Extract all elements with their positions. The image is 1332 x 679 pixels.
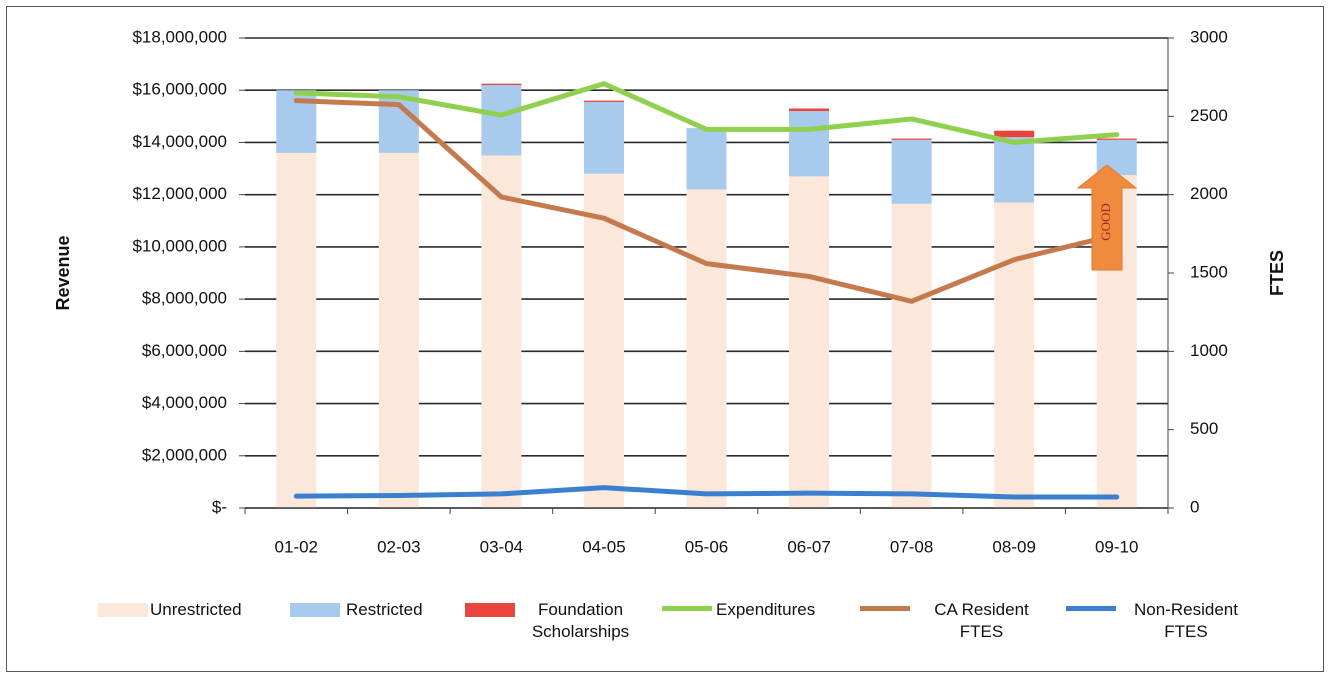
bar-segment bbox=[583, 100, 624, 102]
legend-label: Unrestricted bbox=[150, 600, 242, 619]
chart-frame bbox=[6, 6, 1324, 672]
legend-swatch bbox=[465, 603, 515, 617]
x-tick-label: 03-04 bbox=[480, 537, 523, 556]
bar-segment bbox=[481, 83, 522, 85]
annotation-text: GOOD bbox=[1098, 203, 1113, 241]
y2-tick-label: 1500 bbox=[1190, 262, 1228, 281]
legend-label: Foundation Scholarships bbox=[531, 600, 630, 641]
bar-segment bbox=[789, 108, 830, 112]
line-series bbox=[293, 81, 1120, 145]
bar-segment bbox=[891, 203, 932, 509]
bar-segment bbox=[994, 130, 1035, 138]
legend-swatch bbox=[98, 603, 148, 617]
bar-segment bbox=[789, 111, 830, 177]
bar-segment bbox=[891, 139, 932, 204]
y-tick-label: $12,000,000 bbox=[132, 184, 227, 203]
legend-label: Expenditures bbox=[716, 600, 816, 619]
legend-label: Restricted bbox=[346, 600, 423, 619]
bar-segment bbox=[789, 176, 830, 508]
y2-axis-title: FTES bbox=[1267, 250, 1287, 296]
y-tick-label: $2,000,000 bbox=[142, 445, 227, 464]
y2-tick-label: 1000 bbox=[1190, 341, 1228, 360]
y-tick-label: $18,000,000 bbox=[132, 27, 227, 46]
x-tick-label: 08-09 bbox=[992, 537, 1035, 556]
line-series bbox=[293, 485, 1120, 500]
bar-segment bbox=[686, 128, 727, 190]
y-tick-label: $- bbox=[212, 497, 227, 516]
legend-swatch bbox=[662, 606, 712, 611]
bar-segment bbox=[378, 152, 419, 508]
x-tick-label: 05-06 bbox=[685, 537, 728, 556]
y2-tick-label: 2500 bbox=[1190, 106, 1228, 125]
bar-segment bbox=[481, 85, 522, 156]
bar-segment bbox=[276, 152, 317, 508]
bar-segment bbox=[583, 173, 624, 508]
y-axis-title: Revenue bbox=[53, 235, 73, 310]
x-tick-label: 04-05 bbox=[582, 537, 625, 556]
y-tick-label: $16,000,000 bbox=[132, 80, 227, 99]
y2-tick-label: 500 bbox=[1190, 419, 1218, 438]
line-series bbox=[293, 98, 1120, 304]
y-tick-label: $6,000,000 bbox=[142, 341, 227, 360]
y-tick-label: $10,000,000 bbox=[132, 236, 227, 255]
legend-swatch bbox=[1066, 606, 1116, 611]
x-tick-label: 07-08 bbox=[890, 537, 933, 556]
y2-tick-label: 2000 bbox=[1190, 184, 1228, 203]
legend-swatch bbox=[860, 606, 910, 611]
legend-label: CA Resident FTES bbox=[934, 600, 1029, 641]
legend-label: Non-Resident FTES bbox=[1134, 600, 1238, 641]
y2-tick-label: 3000 bbox=[1190, 27, 1228, 46]
bar-segment bbox=[891, 138, 932, 140]
bar-segment bbox=[583, 101, 624, 174]
bar-segment bbox=[1096, 138, 1137, 140]
y-tick-label: $8,000,000 bbox=[142, 289, 227, 308]
x-tick-label: 06-07 bbox=[787, 537, 830, 556]
annotation: GOOD bbox=[1076, 164, 1138, 271]
x-tick-label: 09-10 bbox=[1095, 537, 1138, 556]
bar-segment bbox=[481, 155, 522, 508]
bar-segment bbox=[994, 202, 1035, 508]
bar-segment bbox=[994, 137, 1035, 203]
legend-swatch bbox=[290, 603, 340, 617]
y-tick-label: $4,000,000 bbox=[142, 393, 227, 412]
x-tick-label: 01-02 bbox=[275, 537, 318, 556]
y-tick-label: $14,000,000 bbox=[132, 132, 227, 151]
bar-segment bbox=[686, 189, 727, 508]
x-tick-label: 02-03 bbox=[377, 537, 420, 556]
annotation-arrow bbox=[1076, 164, 1138, 271]
y2-tick-label: 0 bbox=[1190, 497, 1199, 516]
